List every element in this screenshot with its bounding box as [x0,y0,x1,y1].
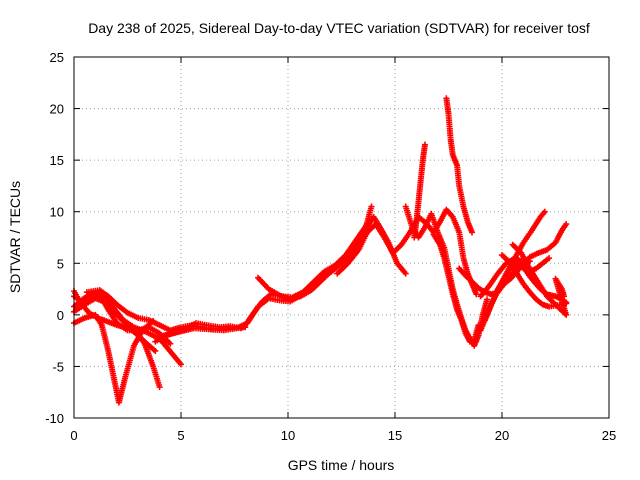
x-tick-label: 0 [70,428,77,443]
y-tick-label: -10 [45,411,64,426]
data-point [402,270,409,277]
y-tick-label: 0 [57,308,64,323]
x-tick-label: 25 [602,428,616,443]
y-tick-label: 25 [50,50,64,65]
series-arc-20 [509,241,570,318]
data-point [167,340,174,347]
series-arc-14 [430,231,482,345]
y-axis: -10 -5 0 5 10 15 20 25 [45,50,609,426]
series-arc-13 [443,95,476,236]
y-axis-label: SDTVAR / TECUs [7,181,23,293]
data-point [152,347,159,354]
series-arc-5 [71,288,159,354]
series-arc-10 [334,206,480,298]
x-axis: 0 5 10 15 20 25 [70,57,616,443]
grid-lines [74,57,609,418]
data-point [178,361,184,368]
data-point [484,296,491,303]
x-tick-label: 15 [388,428,402,443]
y-tick-label: 20 [50,102,64,117]
y-tick-label: 5 [57,256,64,271]
data-point [561,293,568,300]
y-tick-label: 10 [50,205,64,220]
data-point [563,221,570,228]
x-tick-label: 10 [281,428,295,443]
data-point [368,203,375,210]
x-axis-label: GPS time / hours [288,457,395,473]
data-point [421,141,428,148]
y-tick-label: -5 [52,359,64,374]
series-arc-21 [494,255,553,293]
data-point [473,291,480,298]
data-point [469,229,476,236]
plot-frame [73,56,610,419]
x-tick-label: 5 [177,428,184,443]
data-point [546,255,553,262]
series-arc-12 [411,141,428,241]
y-tick-label: 15 [50,153,64,168]
data-points [71,95,570,406]
chart-title: Day 238 of 2025, Sidereal Day-to-day VTE… [88,20,590,36]
data-point [541,208,548,215]
x-tick-label: 20 [495,428,509,443]
data-point [156,384,163,391]
